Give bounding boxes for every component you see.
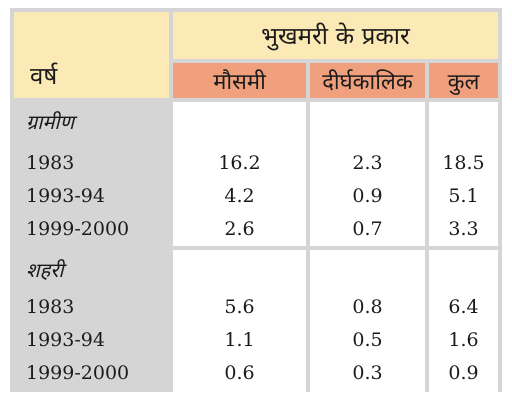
- table-cell: 5.6: [224, 296, 255, 318]
- column-header-seasonal: मौसमी: [173, 63, 306, 98]
- column-header-label: कुल: [447, 69, 480, 95]
- table-cell: 0.9: [352, 185, 383, 207]
- row-year: 1993-94: [26, 329, 105, 351]
- table-cell: 18.5: [442, 152, 485, 174]
- row-year: 1993-94: [26, 185, 105, 207]
- table-cell: 0.3: [352, 362, 383, 384]
- row-year: 1999-2000: [26, 218, 130, 240]
- section-urban-seasonal: 5.6 1.1 0.6: [173, 250, 306, 392]
- table-cell: 2.3: [352, 152, 383, 174]
- column-header-total: कुल: [429, 63, 498, 98]
- row-year: 1999-2000: [26, 362, 130, 384]
- hunger-types-group-header: भुखमरी के प्रकार: [173, 12, 498, 59]
- table-cell: 6.4: [448, 296, 479, 318]
- section-rural-total: 18.5 5.1 3.3: [429, 102, 498, 246]
- section-urban-years: शहरी 1983 1993-94 1999-2000: [14, 250, 169, 392]
- column-header-label: दीर्घकालिक: [322, 69, 413, 95]
- table-cell: 1.6: [448, 329, 479, 351]
- section-urban-total: 6.4 1.6 0.9: [429, 250, 498, 392]
- table-cell: 3.3: [448, 218, 479, 240]
- table-cell: 0.7: [352, 218, 383, 240]
- row-year: 1983: [26, 152, 75, 174]
- table-cell: 0.6: [224, 362, 255, 384]
- section-urban-chronic: 0.8 0.5 0.3: [310, 250, 425, 392]
- column-header-label: मौसमी: [213, 69, 266, 95]
- year-header-label: वर्ष: [30, 62, 58, 90]
- section-rural-seasonal: 16.2 4.2 2.6: [173, 102, 306, 246]
- table-cell: 1.1: [224, 329, 255, 351]
- table-cell: 0.9: [448, 362, 479, 384]
- row-year: 1983: [26, 296, 75, 318]
- table-cell: 0.8: [352, 296, 383, 318]
- column-header-chronic: दीर्घकालिक: [310, 63, 425, 98]
- table-cell: 4.2: [224, 185, 255, 207]
- section-rural-chronic: 2.3 0.9 0.7: [310, 102, 425, 246]
- table-cell: 5.1: [448, 185, 479, 207]
- table-cell: 16.2: [218, 152, 261, 174]
- section-label-urban: शहरी: [26, 258, 64, 282]
- year-column-header: वर्ष: [14, 12, 169, 98]
- table-cell: 2.6: [224, 218, 255, 240]
- group-header-label: भुखमरी के प्रकार: [261, 22, 410, 50]
- hunger-types-table: वर्ष भुखमरी के प्रकार मौसमी दीर्घकालिक क…: [10, 8, 502, 392]
- table-cell: 0.5: [352, 329, 383, 351]
- section-label-rural: ग्रामीण: [26, 110, 75, 134]
- section-rural-years: ग्रामीण 1983 1993-94 1999-2000: [14, 102, 169, 246]
